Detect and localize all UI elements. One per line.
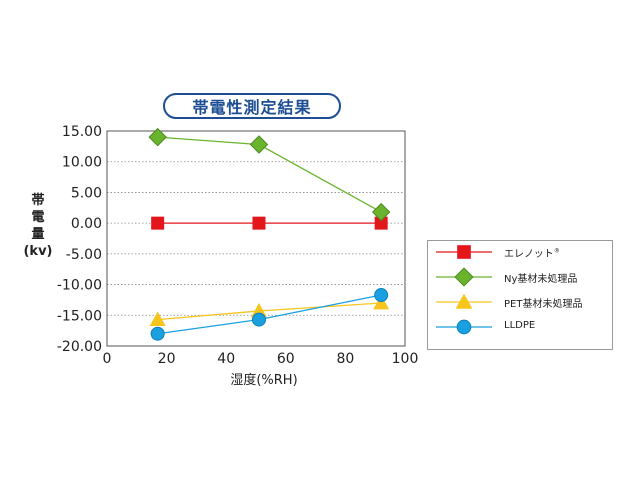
data-point [150, 326, 165, 341]
x-tick-label: 80 [336, 351, 354, 367]
data-point [249, 135, 269, 154]
legend-label: Ny基材未処理品 [504, 274, 578, 285]
legend-swatch [436, 319, 492, 335]
data-point [250, 302, 267, 318]
x-tick-label: 40 [217, 351, 235, 367]
x-axis-label: 湿度(%RH) [230, 372, 297, 388]
y-tick-label: 15.00 [62, 124, 102, 140]
y-axis-label: 帯 電 量 (kv) [18, 192, 58, 260]
legend-item: Ny基材未処理品 [428, 265, 612, 289]
registered-mark: ® [553, 247, 560, 255]
x-tick-label: 0 [103, 351, 112, 367]
x-tick-label: 60 [277, 351, 295, 367]
data-point [149, 311, 166, 326]
data-point [151, 216, 165, 230]
legend-item: エレノット® [428, 240, 612, 264]
data-point [148, 127, 167, 147]
plot-frame [106, 130, 406, 347]
legend-label: エレノット® [504, 247, 560, 260]
legend-swatch [436, 245, 492, 259]
legend-marker [456, 319, 472, 335]
legend-marker [457, 245, 471, 259]
y-tick-label: -15.00 [57, 308, 102, 324]
chart-title-badge: 帯電性測定結果 [163, 93, 341, 119]
legend-label: PET基材未処理品 [504, 299, 583, 310]
data-point [374, 216, 388, 230]
data-point [371, 202, 391, 222]
y-axis-label-line: (kv) [23, 244, 53, 259]
data-point [251, 312, 266, 327]
legend-swatch [436, 267, 492, 287]
y-tick-label: 5.00 [71, 185, 102, 201]
y-tick-label: -5.00 [66, 247, 102, 263]
data-point [252, 216, 266, 230]
legend-marker [454, 267, 474, 287]
y-axis-label-line: 電 [31, 210, 45, 225]
legend-item: LLDPE [428, 315, 612, 339]
legend-marker [455, 293, 473, 309]
chart-title: 帯電性測定結果 [192, 98, 312, 117]
legend-item: PET基材未処理品 [428, 290, 612, 314]
y-axis-label-line: 量 [31, 227, 45, 242]
data-point [374, 288, 389, 303]
y-tick-label: -10.00 [57, 278, 102, 294]
series-line [157, 294, 382, 335]
series-line [157, 136, 382, 213]
legend: エレノット® Ny基材未処理品 PET基材未処理品 LLDPE [427, 240, 613, 350]
y-axis-label-line: 帯 [31, 193, 45, 208]
x-tick-label: 100 [392, 351, 419, 367]
y-tick-label: 10.00 [62, 155, 102, 171]
y-tick-label: -20.00 [57, 339, 102, 355]
data-point [373, 295, 390, 310]
y-tick-label: 0.00 [71, 216, 102, 232]
x-tick-label: 20 [158, 351, 176, 367]
legend-label: LLDPE [504, 320, 536, 331]
legend-swatch [436, 293, 492, 309]
